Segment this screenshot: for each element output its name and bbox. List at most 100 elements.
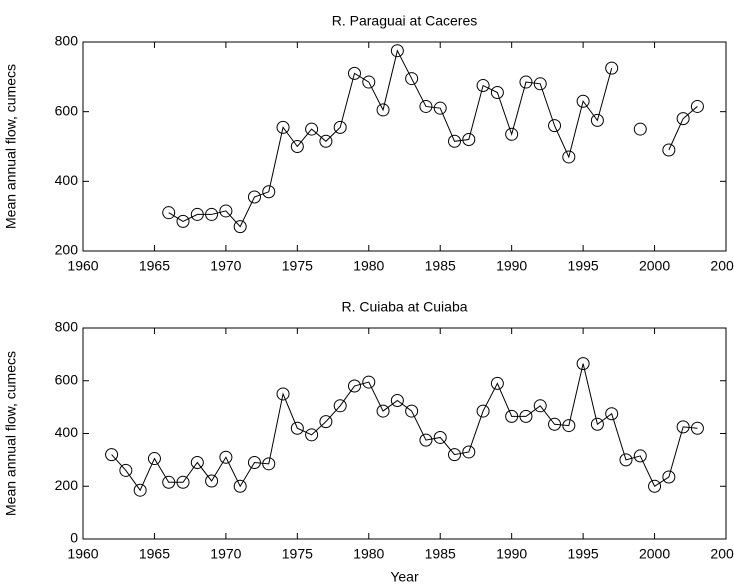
- x-tick-label: 1995: [568, 258, 599, 274]
- data-point: [133, 483, 147, 497]
- y-tick-label: 600: [55, 371, 79, 387]
- data-point: [533, 77, 547, 91]
- data-point: [205, 474, 219, 488]
- data-point: [376, 404, 390, 418]
- data-point: [490, 376, 504, 390]
- y-tick-label: 200: [55, 242, 79, 258]
- data-point: [233, 220, 247, 234]
- data-point: [590, 417, 604, 431]
- data-point: [105, 448, 119, 462]
- x-tick-label: 1965: [139, 546, 170, 562]
- data-point: [190, 456, 204, 470]
- y-axis-label: Mean annual flow, cumecs: [3, 351, 19, 516]
- x-tick-label: 1965: [139, 258, 170, 274]
- y-tick-label: 800: [55, 33, 79, 49]
- data-point: [290, 421, 304, 435]
- data-point: [562, 150, 576, 164]
- data-point: [347, 66, 361, 80]
- data-point: [390, 394, 404, 408]
- data-point: [419, 99, 433, 113]
- data-point: [276, 387, 290, 401]
- data-point: [490, 86, 504, 100]
- x-axis-label: Year: [390, 569, 419, 585]
- data-point: [405, 72, 419, 86]
- data-point: [290, 140, 304, 153]
- data-point: [376, 103, 390, 117]
- x-tick-label: 1985: [425, 258, 456, 274]
- data-point: [690, 99, 704, 113]
- data-point: [433, 430, 447, 444]
- data-point: [548, 119, 562, 133]
- data-point: [362, 375, 376, 389]
- data-point: [648, 479, 662, 493]
- data-point: [147, 452, 161, 466]
- x-tick-label: 1970: [210, 258, 241, 274]
- data-point: [505, 409, 519, 423]
- data-point: [448, 134, 462, 148]
- data-point: [405, 404, 419, 418]
- chart-title: R. Paraguai at Caceres: [332, 13, 478, 29]
- data-point: [162, 475, 176, 489]
- data-point: [476, 79, 490, 93]
- data-point: [390, 44, 404, 58]
- data-point: [362, 75, 376, 89]
- data-point: [162, 206, 176, 220]
- data-point: [333, 120, 347, 134]
- data-point: [219, 450, 233, 464]
- y-axis-label: Mean annual flow, cumecs: [3, 64, 19, 229]
- data-point: [319, 134, 333, 148]
- x-tick-label: 2005: [710, 258, 734, 274]
- x-tick-label: 1960: [67, 546, 98, 562]
- data-point: [590, 113, 604, 127]
- data-point: [676, 112, 690, 126]
- data-point: [690, 421, 704, 435]
- x-tick-label: 1970: [210, 546, 241, 562]
- data-point: [247, 190, 261, 204]
- x-tick-label: 2005: [710, 546, 734, 562]
- data-point: [633, 122, 647, 136]
- data-point: [476, 404, 490, 418]
- data-point: [205, 207, 219, 221]
- data-point: [219, 204, 233, 218]
- data-point: [519, 75, 533, 89]
- y-tick-label: 200: [55, 477, 79, 493]
- data-point: [462, 445, 476, 459]
- data-point: [190, 207, 204, 221]
- data-point: [419, 433, 433, 447]
- data-point: [605, 407, 619, 421]
- data-point: [319, 415, 333, 429]
- x-tick-label: 1975: [282, 258, 313, 274]
- data-point: [462, 133, 476, 147]
- data-point: [262, 457, 276, 471]
- data-point: [305, 428, 319, 442]
- data-point: [119, 463, 133, 477]
- x-tick-label: 1985: [425, 546, 456, 562]
- data-point: [576, 94, 590, 108]
- data-point: [262, 185, 276, 199]
- data-point: [347, 379, 361, 393]
- y-tick-label: 400: [55, 424, 79, 440]
- data-point: [519, 409, 533, 423]
- x-tick-label: 1975: [282, 546, 313, 562]
- y-tick-label: 0: [70, 530, 78, 546]
- axes-box: [82, 327, 727, 540]
- data-point: [448, 448, 462, 462]
- data-point: [633, 449, 647, 463]
- data-point: [176, 214, 190, 228]
- y-tick-label: 800: [55, 319, 79, 335]
- data-line: [111, 363, 698, 492]
- data-line: [168, 49, 613, 228]
- data-point: [605, 61, 619, 75]
- x-tick-label: 1990: [496, 546, 527, 562]
- data-point: [576, 357, 590, 371]
- data-point: [276, 120, 290, 134]
- x-tick-label: 1980: [353, 546, 384, 562]
- data-point: [433, 101, 447, 115]
- x-tick-label: 1980: [353, 258, 384, 274]
- data-point: [176, 475, 190, 489]
- axes-box: [82, 41, 727, 252]
- data-point: [247, 456, 261, 470]
- x-tick-label: 1995: [568, 546, 599, 562]
- data-point: [548, 417, 562, 431]
- data-point: [333, 399, 347, 413]
